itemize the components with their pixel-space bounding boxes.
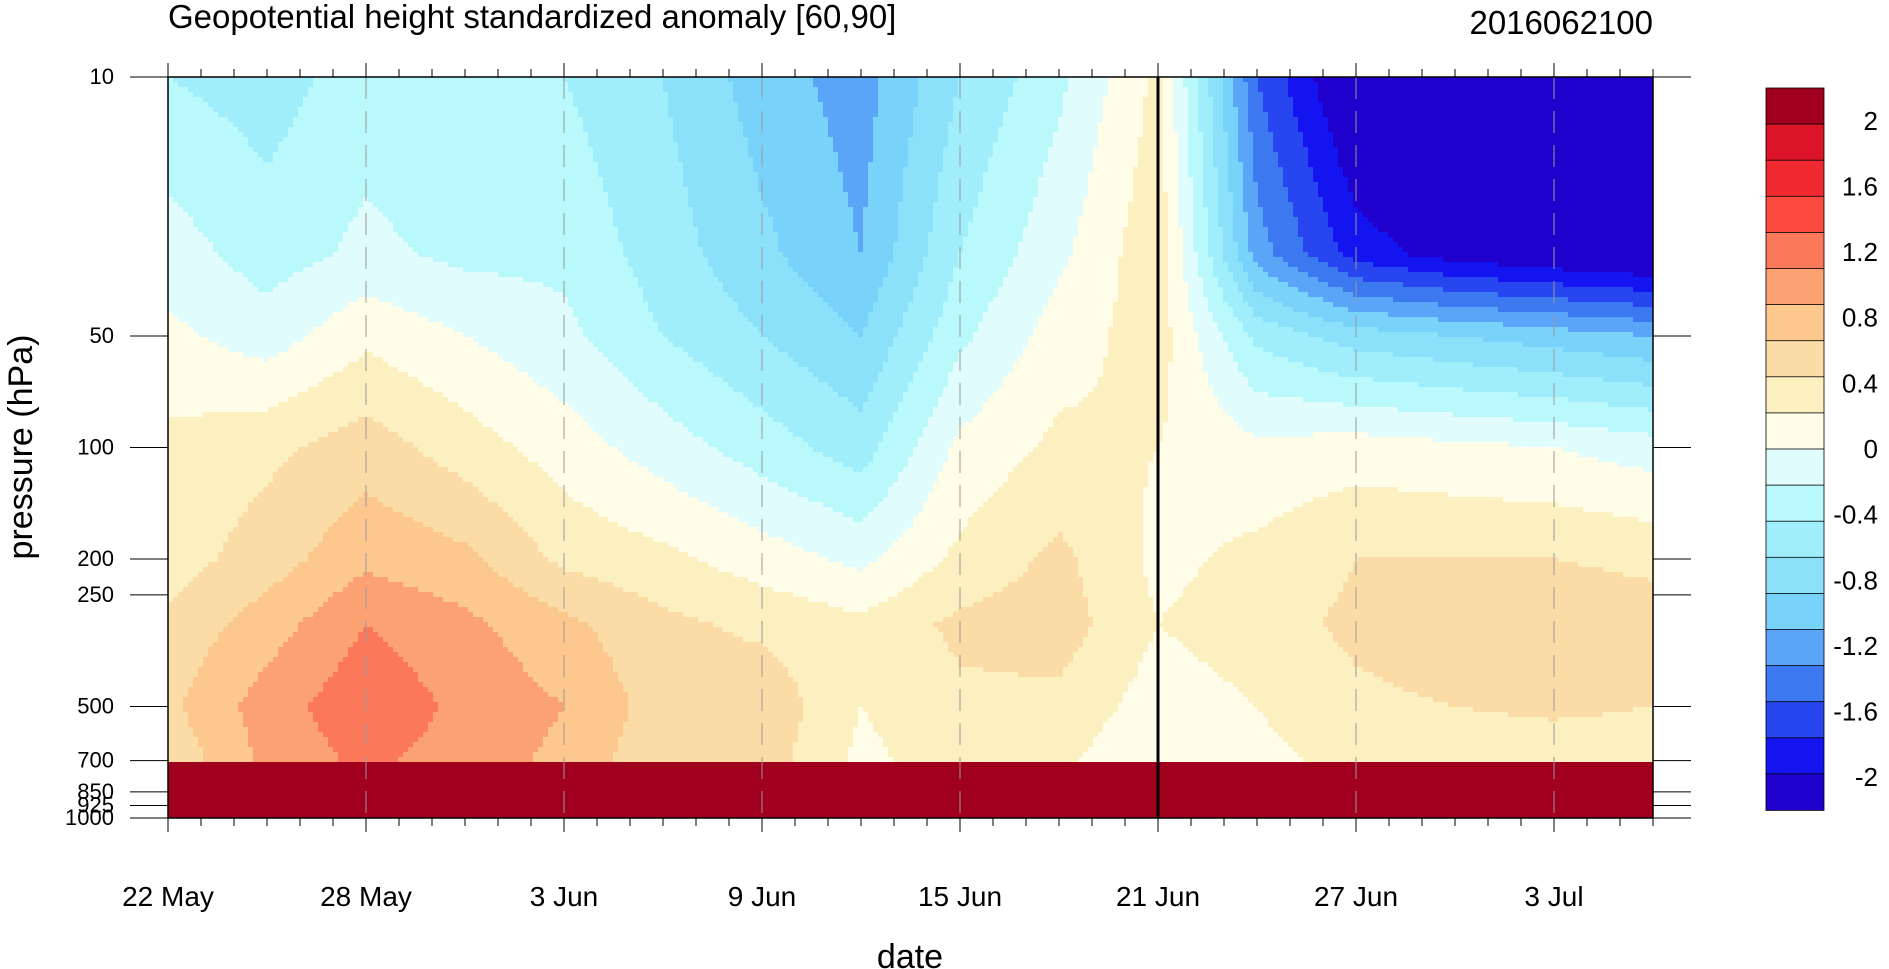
colorbar-swatch-14	[1765, 593, 1825, 631]
colorbar-label-8: -1.2	[1833, 631, 1878, 661]
colorbar-swatch-10	[1765, 448, 1825, 486]
contour-fill-layer	[168, 77, 1653, 818]
colorbar-swatch-1	[1765, 123, 1825, 161]
colorbar-swatch-0	[1765, 87, 1825, 125]
colorbar: 2 1.6 1.2 0.8 0.4 0 -0.4 -0.8 -1.2 -1.6 -2	[1765, 87, 1878, 811]
colorbar-swatch-17	[1765, 701, 1825, 739]
y-axis-title: pressure (hPa)	[2, 335, 40, 560]
colorbar-swatch-19	[1765, 773, 1825, 811]
colorbar-swatch-2	[1765, 159, 1825, 198]
colorbar-swatch-7	[1765, 340, 1825, 378]
x-tick-label-2: 3 Jun	[530, 881, 599, 912]
colorbar-swatch-12	[1765, 520, 1825, 559]
colorbar-label-0: 2	[1864, 106, 1878, 136]
y-tick-label-8: 925	[77, 792, 114, 817]
colorbar-swatch-3	[1765, 195, 1825, 234]
colorbar-label-2: 1.2	[1842, 237, 1878, 267]
colorbar-swatch-18	[1765, 737, 1825, 775]
colorbar-swatch-13	[1765, 556, 1825, 595]
colorbar-swatch-9	[1765, 412, 1825, 450]
x-tick-label-0: 22 May	[122, 881, 214, 912]
colorbar-label-7: -0.8	[1833, 565, 1878, 595]
x-tick-label-7: 3 Jul	[1524, 881, 1583, 912]
x-tick-label-5: 21 Jun	[1116, 881, 1200, 912]
colorbar-swatch-4	[1765, 231, 1825, 270]
x-tick-label-4: 15 Jun	[918, 881, 1002, 912]
x-tick-label-6: 27 Jun	[1314, 881, 1398, 912]
chart-date-label: 2016062100	[1469, 4, 1653, 41]
colorbar-swatch-16	[1765, 665, 1825, 703]
axis-layer: 22 May 28 May 3 Jun 9 Jun 15 Jun 21 Jun 27 Jun…	[65, 63, 1691, 912]
y-tick-label-6: 700	[77, 748, 114, 773]
colorbar-swatch-15	[1765, 629, 1825, 667]
colorbar-swatch-6	[1765, 304, 1825, 342]
y-tick-label-1: 50	[90, 323, 114, 348]
colorbar-swatch-5	[1765, 268, 1825, 306]
chart-title: Geopotential height standardized anomaly…	[168, 0, 896, 35]
colorbar-label-5: 0	[1864, 434, 1878, 464]
x-tick-label-1: 28 May	[320, 881, 412, 912]
y-tick-label-7: 850	[77, 779, 114, 804]
y-tick-label-2: 100	[77, 435, 114, 460]
x-axis-title: date	[877, 938, 943, 969]
x-tick-label-3: 9 Jun	[728, 881, 797, 912]
gridline-layer	[365, 77, 1555, 818]
colorbar-label-9: -1.6	[1833, 697, 1878, 727]
colorbar-swatch-11	[1765, 484, 1825, 523]
colorbar-swatch-8	[1765, 376, 1825, 414]
colorbar-label-1: 1.6	[1842, 171, 1878, 201]
y-tick-label-5: 500	[77, 693, 114, 718]
colorbar-label-6: -0.4	[1833, 500, 1878, 530]
y-tick-label-4: 250	[77, 582, 114, 607]
y-tick-label-9: 1000	[65, 805, 114, 830]
colorbar-label-3: 0.8	[1842, 303, 1878, 333]
y-tick-label-3: 200	[77, 546, 114, 571]
colorbar-label-4: 0.4	[1842, 368, 1878, 398]
y-tick-label-0: 10	[90, 64, 114, 89]
colorbar-label-10: -2	[1855, 762, 1878, 792]
